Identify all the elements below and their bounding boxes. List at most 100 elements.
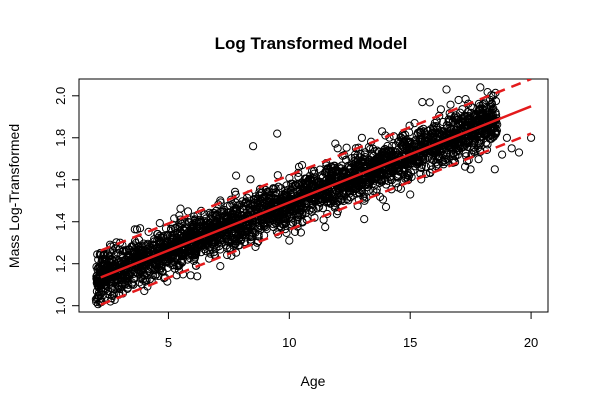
data-point (326, 172, 335, 181)
data-point (111, 259, 120, 268)
data-point (394, 183, 403, 192)
data-point (96, 268, 105, 277)
data-point (360, 215, 369, 224)
data-point (140, 286, 149, 296)
data-point (411, 135, 421, 145)
data-point (383, 176, 392, 185)
x-tick-label: 10 (282, 335, 296, 350)
data-point (448, 149, 457, 158)
data-point (327, 199, 336, 208)
data-point (252, 206, 261, 215)
data-point (309, 205, 318, 214)
data-point (238, 197, 247, 206)
data-point (149, 271, 158, 280)
data-point (176, 215, 185, 224)
data-point (406, 159, 415, 168)
data-point (409, 140, 418, 149)
data-point (188, 220, 197, 229)
data-point (216, 217, 225, 226)
data-point (178, 249, 187, 258)
data-point (431, 133, 441, 142)
data-point (211, 212, 221, 221)
y-tick-label: 2.0 (53, 87, 68, 105)
data-point (273, 129, 282, 138)
data-point (334, 186, 344, 195)
data-point (113, 284, 122, 293)
data-point (375, 168, 385, 177)
data-point (476, 83, 485, 92)
data-point (180, 226, 189, 235)
data-point (445, 109, 454, 118)
data-point (469, 139, 478, 148)
data-point (272, 219, 281, 228)
data-point (446, 100, 455, 109)
data-point (216, 198, 225, 207)
y-tick-label: 1.4 (53, 213, 68, 231)
data-point (333, 144, 342, 153)
data-point (139, 239, 148, 248)
data-point (294, 179, 303, 189)
data-point (256, 184, 265, 193)
data-point (151, 261, 160, 270)
data-point (293, 209, 302, 218)
data-point (272, 189, 281, 198)
data-point (193, 272, 202, 281)
data-point (195, 217, 204, 226)
data-point (434, 160, 443, 169)
data-point (498, 150, 507, 159)
data-point (452, 116, 461, 125)
data-point (436, 105, 445, 114)
data-point (327, 192, 336, 201)
data-point (466, 165, 475, 174)
data-point (383, 146, 392, 155)
data-point (130, 268, 139, 277)
data-point (183, 207, 193, 216)
x-axis-label: Age (301, 373, 326, 389)
data-point (321, 223, 330, 232)
data-point (300, 174, 309, 183)
data-point (172, 261, 181, 271)
data-point (200, 238, 209, 247)
data-point (478, 109, 487, 118)
data-point (363, 157, 372, 166)
data-point (105, 240, 115, 249)
data-point (459, 136, 468, 145)
data-point (229, 241, 238, 250)
data-point (170, 214, 179, 223)
data-point (92, 297, 101, 306)
data-point (439, 117, 448, 127)
data-point (310, 176, 319, 185)
data-point (289, 218, 298, 227)
data-point (254, 230, 263, 239)
data-point (153, 264, 162, 273)
data-point (195, 239, 204, 248)
data-point (469, 148, 479, 157)
data-point (453, 150, 462, 159)
data-point (420, 127, 429, 136)
data-point (345, 168, 354, 177)
data-point (152, 270, 161, 279)
data-point (230, 187, 240, 196)
data-point (492, 127, 501, 136)
data-point (249, 142, 258, 151)
data-point (507, 144, 516, 153)
data-point (239, 205, 248, 214)
data-point (356, 180, 366, 189)
data-point (257, 188, 267, 197)
data-point (334, 194, 343, 203)
data-point (300, 186, 309, 195)
data-point (419, 156, 428, 165)
data-point (326, 162, 335, 171)
data-point (325, 194, 334, 203)
data-point (245, 231, 254, 240)
data-point (206, 249, 215, 258)
data-point (305, 180, 314, 189)
data-point (350, 150, 360, 159)
data-point (342, 182, 351, 191)
data-point (263, 197, 272, 206)
data-point (360, 150, 369, 159)
data-point (128, 254, 137, 263)
data-point (263, 201, 272, 210)
data-point (479, 113, 489, 122)
data-point (370, 169, 379, 178)
